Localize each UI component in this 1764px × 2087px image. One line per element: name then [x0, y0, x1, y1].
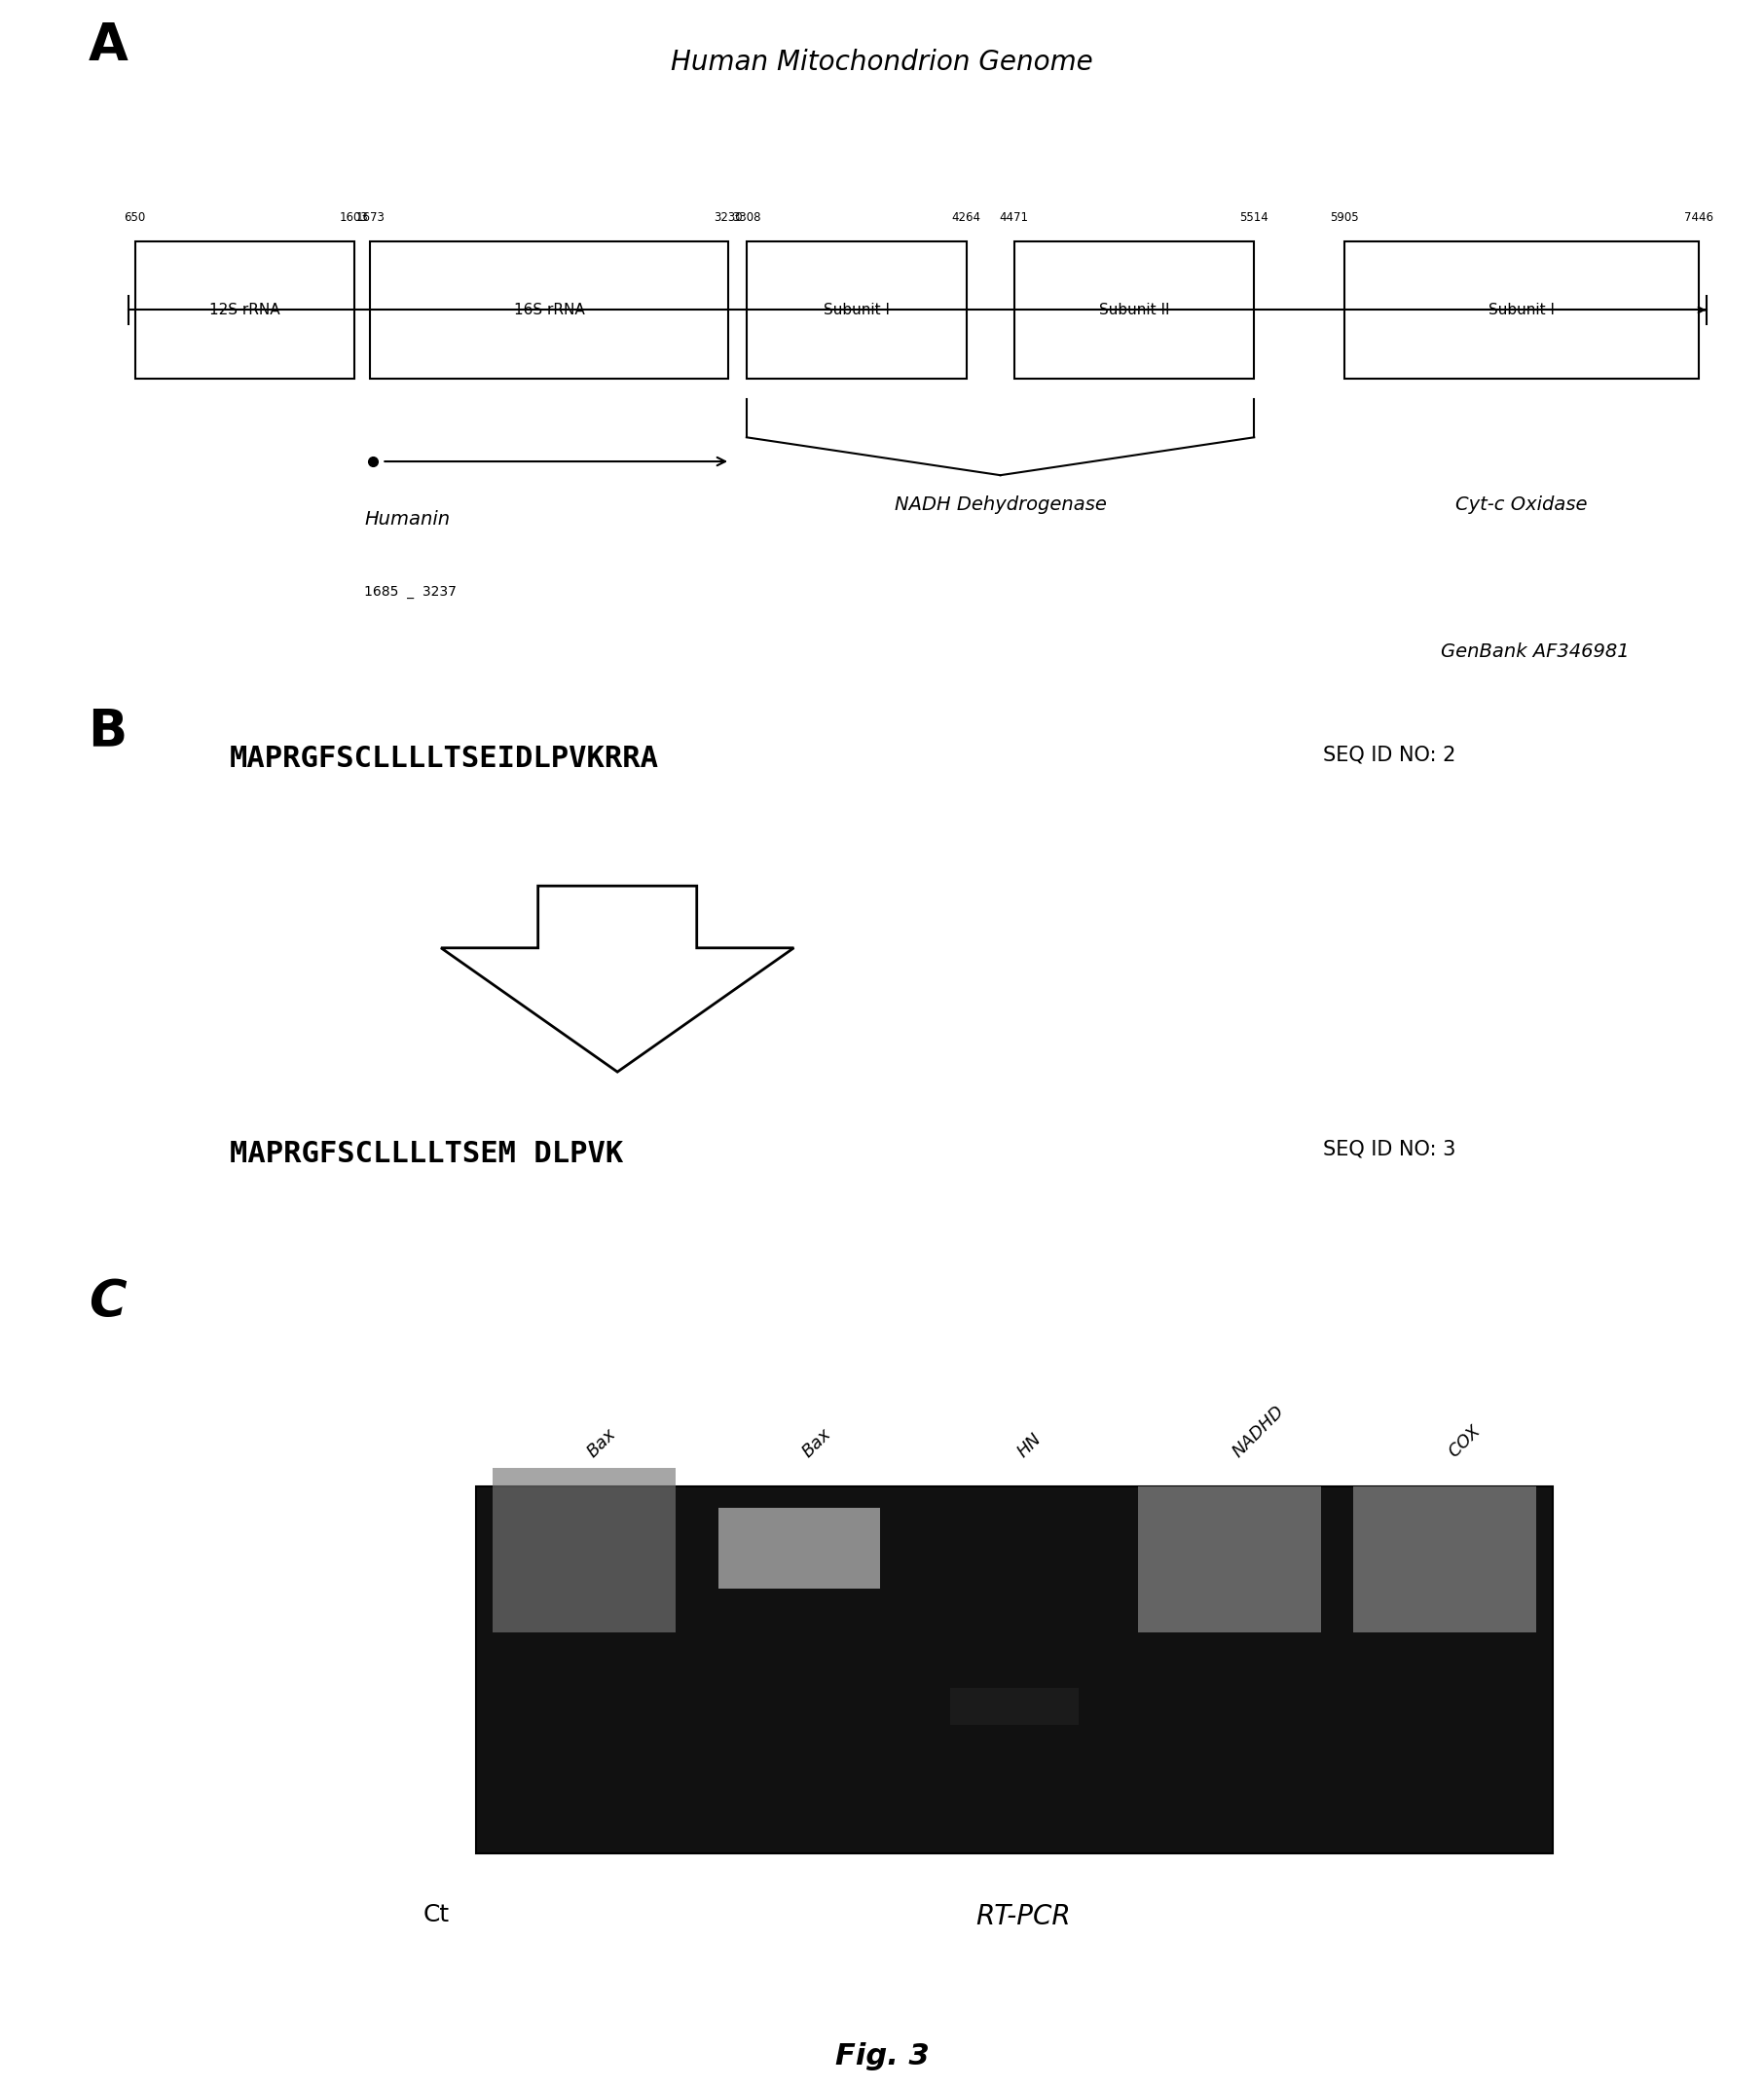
Text: 12S rRNA: 12S rRNA: [210, 303, 280, 317]
Bar: [1014, 240, 1254, 380]
Bar: [492, 1467, 676, 1632]
Text: Subunit I: Subunit I: [824, 303, 889, 317]
Text: 4264: 4264: [953, 211, 981, 223]
Text: 4471: 4471: [1000, 211, 1028, 223]
Text: Subunit II: Subunit II: [1099, 303, 1170, 317]
Text: GenBank AF346981: GenBank AF346981: [1441, 643, 1628, 662]
Text: 1685  _  3237: 1685 _ 3237: [365, 584, 457, 599]
Bar: [1353, 1486, 1536, 1632]
Text: 16S rRNA: 16S rRNA: [513, 303, 586, 317]
Text: Bax: Bax: [584, 1425, 619, 1461]
Text: Human Mitochondrion Genome: Human Mitochondrion Genome: [670, 48, 1094, 75]
Text: Ct: Ct: [423, 1903, 450, 1926]
Bar: [136, 240, 355, 380]
Text: C: C: [88, 1277, 125, 1327]
Text: 3230: 3230: [714, 211, 743, 223]
Text: 1673: 1673: [356, 211, 385, 223]
Text: SEQ ID NO: 2: SEQ ID NO: 2: [1323, 745, 1455, 764]
Bar: [746, 240, 967, 380]
Text: 1603: 1603: [340, 211, 369, 223]
Text: Cyt-c Oxidase: Cyt-c Oxidase: [1455, 497, 1588, 513]
Text: NADHD: NADHD: [1230, 1402, 1288, 1461]
Polygon shape: [441, 885, 794, 1073]
Bar: [949, 1688, 1080, 1724]
Text: 3308: 3308: [732, 211, 760, 223]
Text: RT-PCR: RT-PCR: [975, 1903, 1071, 1930]
Text: HN: HN: [1014, 1430, 1046, 1461]
Bar: [1344, 240, 1699, 380]
Text: Bax: Bax: [799, 1425, 834, 1461]
Text: NADH Dehydrogenase: NADH Dehydrogenase: [894, 497, 1106, 513]
Text: Subunit I: Subunit I: [1489, 303, 1554, 317]
Bar: [476, 1486, 1552, 1853]
Text: SEQ ID NO: 3: SEQ ID NO: 3: [1323, 1140, 1455, 1158]
Text: 5514: 5514: [1240, 211, 1268, 223]
Text: B: B: [88, 705, 127, 755]
Text: Fig. 3: Fig. 3: [834, 2041, 930, 2070]
Text: 7446: 7446: [1685, 211, 1713, 223]
Text: 5905: 5905: [1330, 211, 1358, 223]
Text: MAPRGFSCLLLLTSEM DLPVK: MAPRGFSCLLLLTSEM DLPVK: [229, 1140, 623, 1169]
Bar: [718, 1509, 880, 1588]
Text: 650: 650: [123, 211, 146, 223]
Bar: [370, 240, 729, 380]
Text: A: A: [88, 21, 129, 71]
Text: COX: COX: [1445, 1421, 1484, 1461]
Bar: [1138, 1486, 1321, 1632]
Text: MAPRGFSCLLLLTSEIDLPVKRRA: MAPRGFSCLLLLTSEIDLPVKRRA: [229, 745, 658, 774]
Text: Humanin: Humanin: [365, 509, 450, 528]
